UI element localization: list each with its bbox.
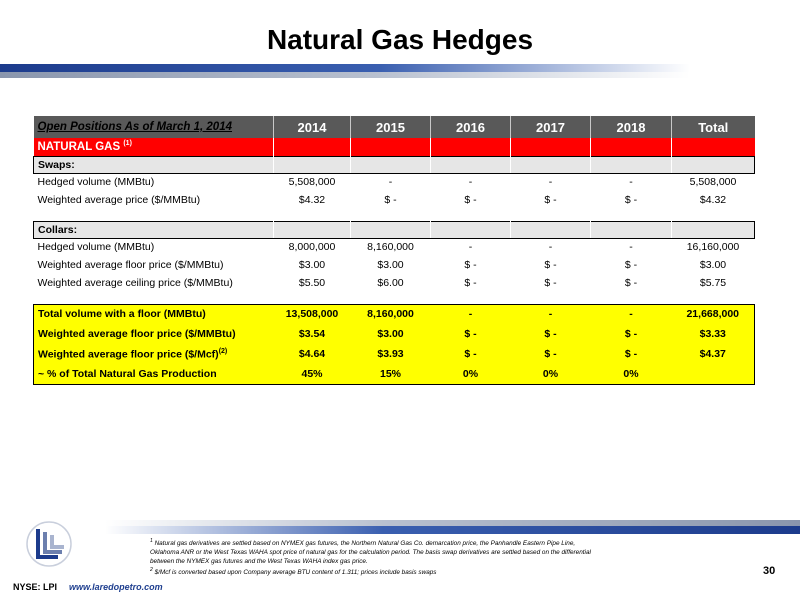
- table-row: Hedged volume (MMBtu) 5,508,000 - - - - …: [33, 173, 755, 191]
- footnotes: 1 Natural gas derivatives are settled ba…: [150, 538, 591, 577]
- hedges-table: Open Positions As of March 1, 2014 2014 …: [33, 116, 755, 385]
- footnote-ref-2: (2): [218, 347, 228, 355]
- header-open-positions: Open Positions As of March 1, 2014: [33, 116, 274, 138]
- laredo-logo-icon: [26, 521, 72, 567]
- footer-band-blue: [105, 526, 800, 534]
- table-row: Weighted average floor price ($/MMBtu) $…: [33, 256, 755, 274]
- table-row: Weighted average floor price ($/MMBtu) $…: [33, 324, 755, 344]
- page-title: Natural Gas Hedges: [266, 24, 534, 55]
- website-link[interactable]: www.laredopetro.com: [69, 582, 163, 592]
- footnote-ref-1: (1): [123, 140, 132, 148]
- header-2017: 2017: [510, 116, 591, 138]
- header-band-gray: [0, 72, 690, 78]
- spacer-row: [33, 209, 755, 221]
- table-row: Total volume with a floor (MMBtu) 13,508…: [33, 303, 755, 324]
- footer-band-gray: [105, 520, 800, 526]
- swaps-section-row: Swaps:: [33, 155, 755, 174]
- table-header-row: Open Positions As of March 1, 2014 2014 …: [33, 116, 755, 138]
- table-row: Hedged volume (MMBtu) 8,000,000 8,160,00…: [33, 238, 755, 256]
- header-band-blue: [0, 64, 690, 72]
- page-number: 30: [763, 565, 776, 577]
- ticker-symbol: NYSE: LPI: [13, 582, 58, 592]
- natural-gas-label: NATURAL GAS (1): [33, 138, 274, 156]
- header-total: Total: [671, 116, 755, 138]
- header-2016: 2016: [430, 116, 511, 138]
- natural-gas-row: NATURAL GAS (1): [33, 138, 755, 156]
- header-2015: 2015: [350, 116, 431, 138]
- collars-label: Collars:: [33, 220, 274, 239]
- collars-section-row: Collars:: [33, 220, 755, 239]
- table-row: Weighted average floor price ($/Mcf)(2) …: [33, 344, 755, 364]
- table-row: Weighted average ceiling price ($/MMBtu)…: [33, 274, 755, 292]
- table-row: ~ % of Total Natural Gas Production 45% …: [33, 364, 755, 385]
- header-2014: 2014: [273, 116, 351, 138]
- table-row: Weighted average price ($/MMBtu) $4.32 $…: [33, 191, 755, 209]
- swaps-label: Swaps:: [33, 155, 274, 174]
- spacer-row: [33, 292, 755, 304]
- header-2018: 2018: [590, 116, 672, 138]
